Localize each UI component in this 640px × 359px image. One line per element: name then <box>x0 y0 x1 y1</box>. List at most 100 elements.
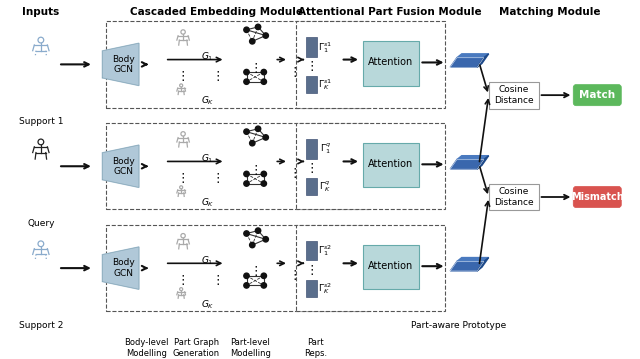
Text: Part Graph
Generation: Part Graph Generation <box>173 338 220 358</box>
Text: Mismatch: Mismatch <box>571 192 623 202</box>
Circle shape <box>261 283 266 288</box>
Text: $\Gamma_K^{s2}$: $\Gamma_K^{s2}$ <box>319 281 332 296</box>
Circle shape <box>244 283 249 288</box>
Polygon shape <box>457 257 489 261</box>
Text: ⋮: ⋮ <box>305 162 317 175</box>
Text: Support 2: Support 2 <box>19 321 63 330</box>
Circle shape <box>244 181 249 186</box>
Polygon shape <box>477 257 489 271</box>
Text: Attentional Part Fusion Module: Attentional Part Fusion Module <box>298 6 481 17</box>
Text: $G_K$: $G_K$ <box>202 95 215 107</box>
Text: Cascaded Embedding Module: Cascaded Embedding Module <box>130 6 303 17</box>
Text: ⋮: ⋮ <box>305 264 317 276</box>
Text: Attention: Attention <box>368 57 413 67</box>
Bar <box>106 21 367 108</box>
Circle shape <box>261 273 266 279</box>
Text: $\Gamma_1^{s2}$: $\Gamma_1^{s2}$ <box>319 243 332 258</box>
Bar <box>306 241 317 260</box>
Text: ⋮: ⋮ <box>305 60 317 73</box>
Text: Support 1: Support 1 <box>19 117 63 126</box>
Text: $\Gamma_1^{s1}$: $\Gamma_1^{s1}$ <box>318 39 332 55</box>
Polygon shape <box>102 43 139 85</box>
Text: $G_1$: $G_1$ <box>202 152 214 165</box>
Circle shape <box>250 242 255 248</box>
Text: ⋮: ⋮ <box>177 274 189 287</box>
Polygon shape <box>451 159 484 169</box>
Circle shape <box>261 79 266 84</box>
Polygon shape <box>477 156 489 169</box>
Text: Body
GCN: Body GCN <box>112 258 135 278</box>
Circle shape <box>261 69 266 75</box>
Bar <box>106 123 367 210</box>
Circle shape <box>244 231 249 236</box>
Text: Matching Module: Matching Module <box>499 6 601 17</box>
Text: Match: Match <box>579 90 615 100</box>
Circle shape <box>244 171 249 177</box>
Text: ⋮: ⋮ <box>177 70 189 83</box>
Bar <box>296 123 445 210</box>
Text: Part-level
Modelling: Part-level Modelling <box>230 338 271 358</box>
Text: $\Gamma_1^{q}$: $\Gamma_1^{q}$ <box>320 141 331 157</box>
Bar <box>489 82 539 108</box>
Bar <box>296 225 445 311</box>
Text: ⋮: ⋮ <box>211 274 224 287</box>
Circle shape <box>261 181 266 186</box>
Text: Cosine
Distance: Cosine Distance <box>494 85 534 105</box>
Text: ⋮: ⋮ <box>211 172 224 185</box>
Polygon shape <box>102 145 139 187</box>
Text: $\Gamma_K^{q}$: $\Gamma_K^{q}$ <box>319 179 331 194</box>
Text: ⋮: ⋮ <box>249 265 261 279</box>
Text: ⋮: ⋮ <box>288 167 301 181</box>
Polygon shape <box>457 156 489 159</box>
Bar <box>363 41 419 85</box>
Bar <box>363 245 419 289</box>
Text: Part-aware Prototype: Part-aware Prototype <box>412 321 506 330</box>
Circle shape <box>250 140 255 146</box>
Text: ⋮: ⋮ <box>211 70 224 83</box>
FancyBboxPatch shape <box>573 186 621 208</box>
Circle shape <box>263 237 268 242</box>
Bar <box>306 76 317 93</box>
Text: Body-level
Modelling: Body-level Modelling <box>124 338 169 358</box>
Text: Inputs: Inputs <box>22 6 60 17</box>
Circle shape <box>263 33 268 38</box>
Text: Query: Query <box>27 219 54 228</box>
Circle shape <box>250 39 255 44</box>
Bar <box>296 21 445 108</box>
Polygon shape <box>477 54 489 67</box>
Text: ⋮: ⋮ <box>288 66 301 79</box>
Text: $G_1$: $G_1$ <box>202 51 214 63</box>
Text: ⋮: ⋮ <box>177 172 189 185</box>
Polygon shape <box>451 58 484 67</box>
Circle shape <box>244 27 249 32</box>
Text: $G_K$: $G_K$ <box>202 298 215 311</box>
Polygon shape <box>457 54 489 58</box>
Bar <box>306 178 317 195</box>
Text: $G_K$: $G_K$ <box>202 196 215 209</box>
Circle shape <box>255 228 260 233</box>
Circle shape <box>263 135 268 140</box>
Text: Body
GCN: Body GCN <box>112 55 135 74</box>
Text: Attention: Attention <box>368 159 413 169</box>
Bar <box>306 37 317 57</box>
Polygon shape <box>102 247 139 289</box>
Text: $\Gamma_K^{s1}$: $\Gamma_K^{s1}$ <box>318 77 332 92</box>
Bar <box>363 143 419 187</box>
Bar <box>489 183 539 210</box>
Text: $G_1$: $G_1$ <box>202 254 214 267</box>
Text: ⋮: ⋮ <box>249 62 261 75</box>
Circle shape <box>255 24 260 29</box>
Circle shape <box>261 171 266 177</box>
Circle shape <box>244 273 249 279</box>
Text: Attention: Attention <box>368 261 413 271</box>
Bar <box>306 139 317 159</box>
Circle shape <box>255 126 260 131</box>
Text: Cosine
Distance: Cosine Distance <box>494 187 534 207</box>
Text: Body
GCN: Body GCN <box>112 157 135 176</box>
Circle shape <box>244 69 249 75</box>
Polygon shape <box>451 261 484 271</box>
Text: ⋮: ⋮ <box>249 164 261 177</box>
FancyBboxPatch shape <box>573 85 621 106</box>
Text: Part
Reps.: Part Reps. <box>304 338 327 358</box>
Bar <box>106 225 367 311</box>
